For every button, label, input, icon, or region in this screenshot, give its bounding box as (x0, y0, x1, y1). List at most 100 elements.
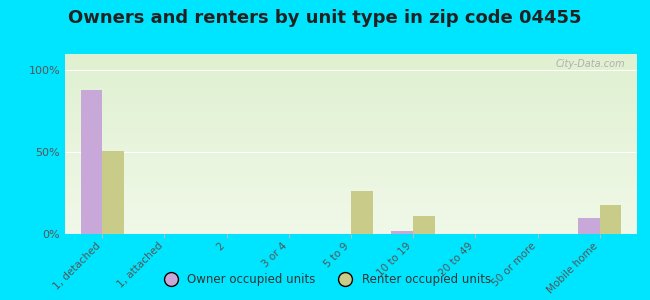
Bar (65, 94, 637, 95)
Bar (65, 135, 637, 137)
Bar (65, 76, 637, 77)
Bar (65, 140, 637, 142)
Bar (600, 205, 621, 234)
Bar (65, 227, 637, 229)
Bar (65, 194, 637, 196)
Bar (65, 182, 637, 184)
Bar (65, 142, 637, 144)
Bar (65, 205, 637, 207)
Bar (65, 169, 637, 171)
Bar (65, 160, 637, 162)
Bar (65, 70, 637, 72)
Bar (65, 65, 637, 67)
Bar (65, 79, 637, 81)
Bar (65, 180, 637, 182)
Bar (65, 119, 637, 121)
Bar (65, 68, 637, 70)
Bar (65, 86, 637, 88)
Bar (65, 110, 637, 112)
Bar (65, 122, 637, 124)
Bar (391, 231, 413, 234)
Bar (65, 207, 637, 209)
Bar (65, 214, 637, 216)
Bar (65, 166, 637, 167)
Bar (81, 90, 102, 234)
Bar (65, 101, 637, 103)
Bar (65, 63, 637, 65)
Bar (65, 189, 637, 191)
Legend: Owner occupied units, Renter occupied units: Owner occupied units, Renter occupied un… (154, 269, 496, 291)
Bar (65, 230, 637, 232)
Text: City-Data.com: City-Data.com (556, 59, 625, 69)
Bar (65, 103, 637, 104)
Bar (65, 220, 637, 221)
Bar (65, 164, 637, 166)
Bar (65, 54, 637, 56)
Bar (65, 144, 637, 146)
Text: Owners and renters by unit type in zip code 04455: Owners and renters by unit type in zip c… (68, 9, 582, 27)
Bar (65, 218, 637, 220)
Bar (65, 130, 637, 131)
Bar (65, 151, 637, 153)
Bar (65, 175, 637, 176)
Bar (65, 113, 637, 115)
Bar (578, 218, 600, 234)
Bar (65, 95, 637, 97)
Bar (65, 121, 637, 122)
Bar (65, 202, 637, 203)
Bar (65, 185, 637, 187)
Bar (65, 126, 637, 128)
Bar (65, 81, 637, 83)
Bar (413, 216, 435, 234)
Bar (65, 167, 637, 169)
Bar (65, 131, 637, 133)
Bar (65, 162, 637, 164)
Bar (65, 56, 637, 58)
Bar (65, 106, 637, 108)
Bar (65, 198, 637, 200)
Bar (65, 85, 637, 86)
Bar (65, 97, 637, 99)
Bar (65, 157, 637, 158)
Bar (102, 151, 124, 234)
Bar (65, 149, 637, 151)
Bar (65, 72, 637, 74)
Bar (65, 108, 637, 110)
Bar (65, 88, 637, 90)
Bar (65, 221, 637, 223)
Bar (65, 92, 637, 94)
Bar (65, 153, 637, 155)
Bar (65, 158, 637, 160)
Bar (65, 117, 637, 119)
Bar (65, 133, 637, 135)
Bar (65, 137, 637, 139)
Bar (65, 128, 637, 130)
Bar (65, 112, 637, 113)
Bar (65, 193, 637, 194)
Bar (65, 229, 637, 230)
Bar (65, 211, 637, 212)
Bar (65, 61, 637, 63)
Bar (65, 124, 637, 126)
Bar (65, 104, 637, 106)
Bar (65, 176, 637, 178)
Bar (65, 90, 637, 92)
Bar (65, 139, 637, 140)
Bar (65, 115, 637, 117)
Bar (65, 223, 637, 225)
Bar (65, 212, 637, 214)
Bar (65, 232, 637, 234)
Bar (65, 178, 637, 180)
Bar (65, 191, 637, 193)
Bar (65, 67, 637, 68)
Bar (65, 74, 637, 76)
Bar (65, 187, 637, 189)
Bar (65, 58, 637, 59)
Bar (65, 155, 637, 157)
Bar (65, 146, 637, 148)
Bar (65, 200, 637, 202)
Bar (65, 216, 637, 218)
Bar (65, 99, 637, 101)
Bar (65, 171, 637, 173)
Bar (65, 148, 637, 149)
